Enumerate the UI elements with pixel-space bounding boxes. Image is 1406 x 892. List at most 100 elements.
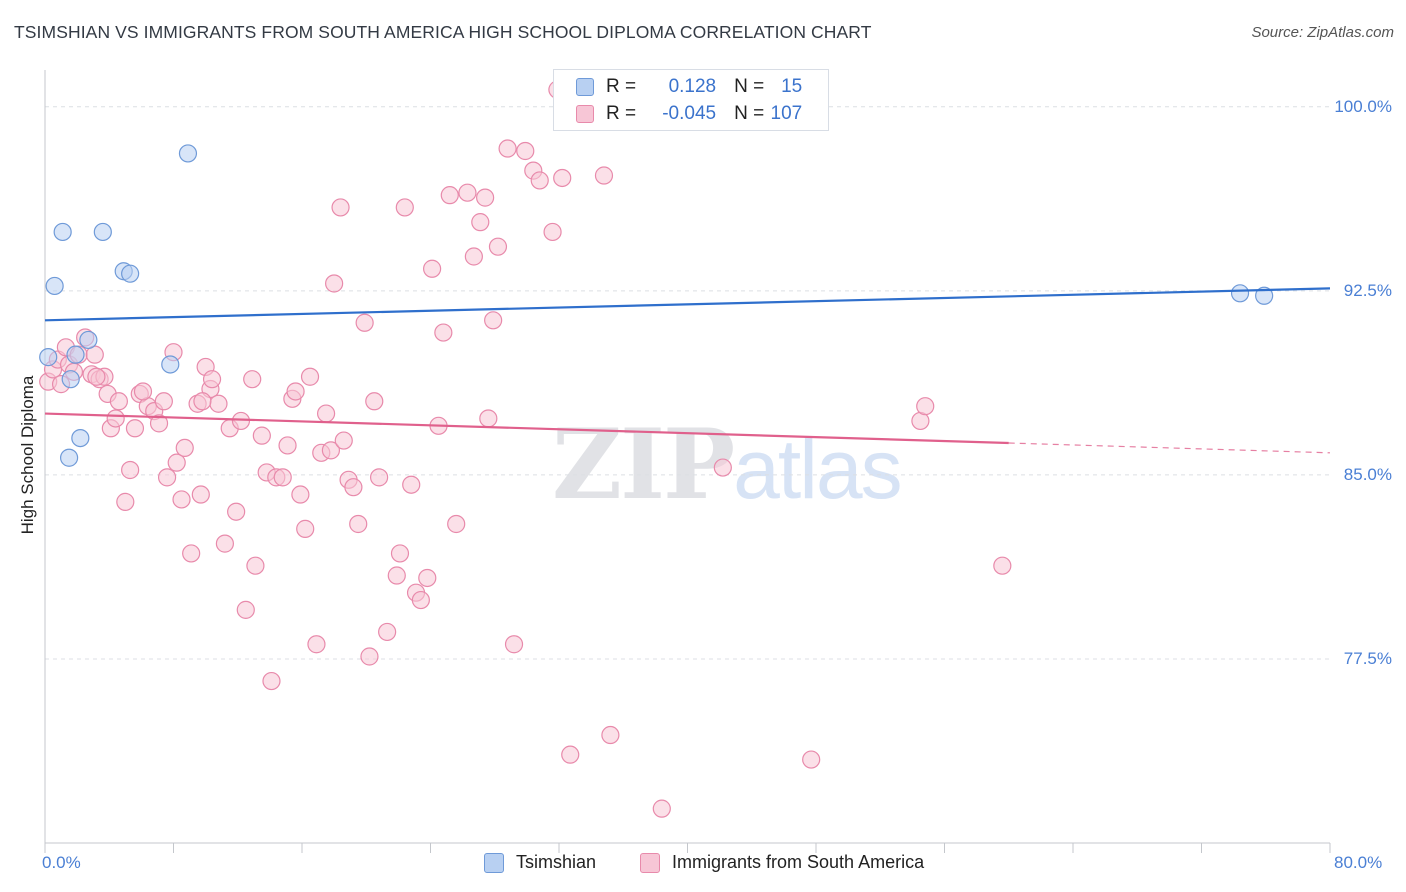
immigrants-point: [601, 725, 620, 745]
tsimshian-point: [39, 348, 58, 367]
immigrants-point: [331, 198, 350, 217]
immigrants-point: [291, 485, 310, 504]
immigrants-point: [334, 431, 353, 450]
tsimshian-trend-line: [44, 287, 1331, 322]
r-label: R =: [606, 103, 637, 124]
chart-title: TSIMSHIAN VS IMMIGRANTS FROM SOUTH AMERI…: [14, 22, 872, 42]
tsimshian-point: [1230, 284, 1250, 303]
immigrants-point: [365, 392, 384, 411]
tsimshian-point: [1255, 286, 1274, 305]
immigrants-point: [530, 171, 549, 190]
immigrants-point: [488, 237, 508, 256]
immigrants-point: [434, 323, 453, 342]
immigrants-point: [498, 139, 517, 158]
immigrants-point: [325, 274, 344, 293]
n-label: N =: [734, 103, 765, 124]
x-tick-label-min: 0.0%: [42, 853, 81, 872]
immigrants-point: [378, 622, 397, 642]
immigrants-point: [167, 453, 186, 472]
y-tick-label: 100.0%: [1334, 96, 1392, 116]
immigrants-point: [133, 382, 153, 401]
tsimshian-point: [121, 264, 140, 283]
immigrants-point: [109, 392, 128, 411]
immigrants-point: [349, 514, 368, 534]
immigrants-point: [243, 370, 262, 389]
immigrants-point: [172, 490, 191, 509]
immigrants-point: [458, 183, 477, 202]
tsimshian-point: [93, 222, 112, 242]
immigrants-point: [553, 168, 572, 188]
immigrants-point: [440, 186, 459, 205]
immigrants-point: [236, 600, 255, 619]
tsimshian-point: [53, 222, 72, 242]
immigrants-point: [193, 392, 212, 411]
immigrants-point: [191, 485, 210, 504]
legend-row-tsimshian: R = 0.128 N = 15: [576, 74, 802, 100]
immigrants-point: [121, 460, 140, 480]
tsimshian-point: [45, 276, 64, 296]
immigrants-point: [157, 468, 177, 487]
tsimshian-swatch: [576, 78, 594, 96]
immigrants-point: [395, 198, 414, 217]
immigrants-trend-extension: [1008, 442, 1331, 454]
immigrants-point: [504, 635, 524, 654]
immigrants-swatch: [576, 105, 594, 123]
immigrants-point: [300, 367, 320, 386]
y-tick-label: 92.5%: [1343, 280, 1392, 300]
immigrants-point: [252, 426, 271, 445]
immigrants-trend-line: [44, 412, 1009, 445]
immigrants-point: [106, 409, 125, 428]
immigrants-point: [227, 502, 246, 521]
immigrants-point: [802, 750, 821, 769]
immigrants-point: [993, 556, 1012, 575]
immigrants-point: [286, 382, 305, 401]
r-value: 0.128: [668, 76, 717, 97]
immigrants-point: [916, 397, 935, 416]
immigrants-point: [278, 436, 297, 455]
r-label: R =: [606, 76, 637, 97]
immigrants-point: [273, 468, 292, 487]
immigrants-point: [154, 392, 173, 411]
immigrants-legend-swatch: [640, 852, 660, 873]
tsimshian-point: [178, 144, 198, 163]
immigrants-point: [116, 492, 135, 511]
immigrants-point: [125, 419, 145, 438]
immigrants-point: [231, 411, 251, 431]
immigrants-point: [652, 799, 671, 818]
immigrants-point: [484, 311, 503, 330]
series-legend: Tsimshian Immigrants from South America: [0, 852, 1406, 878]
tsimshian-point: [66, 345, 85, 364]
immigrants-point: [355, 313, 374, 332]
immigrants-point: [87, 367, 106, 386]
legend-item-tsimshian[interactable]: Tsimshian: [484, 852, 596, 873]
immigrants-point: [471, 213, 490, 232]
immigrants-point: [149, 414, 169, 433]
immigrants-point: [713, 458, 732, 477]
immigrants-point: [316, 404, 336, 423]
tsimshian-point: [79, 330, 98, 350]
tsimshian-point: [161, 355, 180, 374]
tsimshian-point: [71, 428, 90, 448]
legend-row-immigrants: R = -0.045 N = 107: [576, 101, 802, 127]
legend-label-tsimshian: Tsimshian: [516, 852, 597, 872]
immigrants-point: [476, 188, 495, 207]
tsimshian-point: [61, 370, 80, 389]
immigrants-point: [464, 247, 483, 266]
immigrants-point: [411, 590, 430, 610]
immigrants-point: [390, 544, 410, 563]
immigrants-point: [321, 441, 341, 460]
immigrants-point: [516, 141, 535, 161]
immigrants-point: [262, 671, 281, 691]
legend-item-immigrants[interactable]: Immigrants from South America: [640, 852, 924, 873]
watermark: ZIPatlas: [552, 408, 903, 521]
immigrants-point: [447, 514, 466, 534]
immigrants-point: [182, 544, 201, 563]
immigrants-point: [307, 635, 326, 654]
r-value: -0.045: [662, 103, 717, 124]
immigrants-point: [246, 556, 265, 575]
legend-label-immigrants: Immigrants from South America: [672, 852, 925, 872]
n-value: 15: [781, 76, 803, 97]
immigrants-point: [387, 566, 406, 585]
immigrants-point: [296, 519, 315, 538]
